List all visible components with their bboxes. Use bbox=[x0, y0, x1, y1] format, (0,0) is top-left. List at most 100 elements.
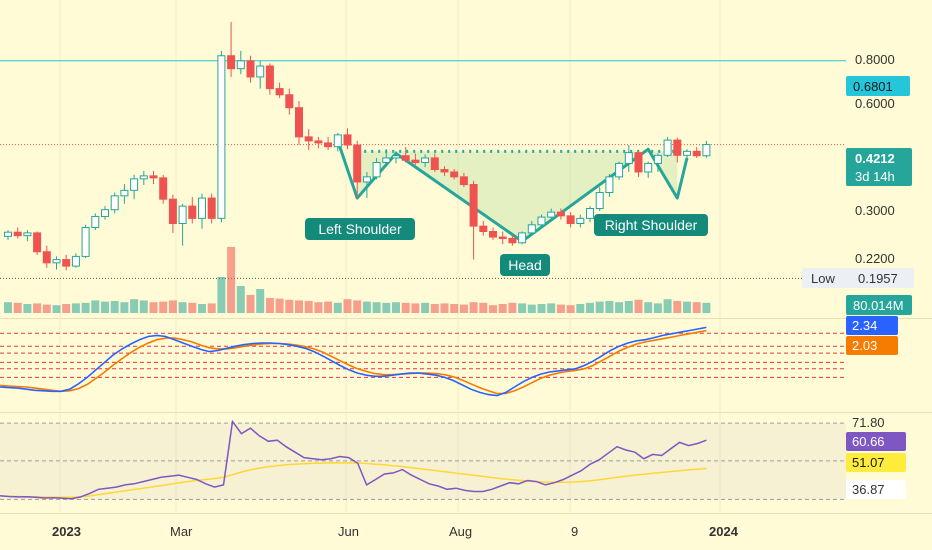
candle-body bbox=[91, 215, 100, 228]
candle-body bbox=[246, 60, 255, 78]
volume-bar bbox=[547, 303, 556, 313]
candle-body bbox=[304, 136, 313, 142]
svg-text:71.80: 71.80 bbox=[852, 415, 885, 430]
rsi-ma-badge: 51.07 bbox=[846, 453, 906, 472]
candle-body bbox=[314, 140, 323, 144]
volume-bar bbox=[459, 304, 468, 313]
candle-body bbox=[556, 211, 565, 217]
candle-body bbox=[518, 232, 527, 244]
candle-body bbox=[615, 162, 624, 178]
candle-body bbox=[353, 144, 362, 183]
candle-body bbox=[168, 198, 177, 225]
candle-body bbox=[644, 162, 653, 173]
candle-body bbox=[595, 192, 604, 210]
low-badge: Low 0.1957 bbox=[802, 268, 914, 288]
volume-bar bbox=[702, 302, 711, 313]
svg-text:80.014M: 80.014M bbox=[853, 298, 904, 313]
rsi-value-badge: 60.66 bbox=[846, 432, 906, 451]
volume-bar bbox=[110, 301, 119, 313]
volume-bar bbox=[227, 247, 236, 313]
volume-bar bbox=[246, 295, 255, 313]
macd-line bbox=[0, 326, 707, 397]
y-tick-label: 0.3000 bbox=[855, 203, 895, 218]
volume-bar bbox=[392, 302, 400, 313]
volume-bar bbox=[42, 304, 51, 313]
candle-body bbox=[236, 60, 245, 70]
volume-bar bbox=[333, 302, 342, 313]
volume-bar bbox=[159, 301, 168, 313]
volume-bar bbox=[556, 304, 565, 313]
volume-bar bbox=[508, 302, 517, 313]
last-price-badge: 0.4212 3d 14h bbox=[846, 148, 912, 186]
volume-bar bbox=[324, 301, 333, 313]
candle-body bbox=[178, 205, 187, 225]
volume-bar bbox=[71, 303, 80, 313]
volume-bar bbox=[401, 302, 410, 313]
volume-bar bbox=[295, 300, 303, 313]
volume-bar bbox=[130, 299, 139, 313]
candle-body bbox=[489, 231, 497, 238]
volume-bar bbox=[81, 302, 90, 313]
candle-body bbox=[4, 231, 12, 237]
left-shoulder-label-box bbox=[305, 218, 415, 240]
candle-body bbox=[227, 55, 236, 70]
volume-bar bbox=[653, 303, 662, 313]
candle-body bbox=[110, 195, 119, 211]
candle-body bbox=[295, 107, 303, 138]
volume-bar bbox=[430, 304, 439, 313]
candle-body bbox=[382, 157, 391, 163]
x-tick-label: Jun bbox=[338, 524, 359, 539]
candle-body bbox=[62, 259, 71, 267]
volume-bar bbox=[314, 302, 323, 313]
svg-text:0.4212: 0.4212 bbox=[855, 151, 895, 166]
volume-bar bbox=[411, 303, 420, 313]
time-axis[interactable]: 2023 Mar Jun Aug 9 2024 bbox=[52, 524, 739, 539]
x-tick-label: 2024 bbox=[709, 524, 739, 539]
volume-bar bbox=[275, 298, 284, 313]
volume-bars bbox=[4, 247, 711, 313]
candle-body bbox=[42, 251, 51, 264]
candle-body bbox=[469, 184, 478, 227]
candle-body bbox=[702, 144, 711, 157]
rsi-line bbox=[0, 419, 707, 500]
candle-body bbox=[324, 142, 333, 148]
rsi-ma-line bbox=[0, 462, 707, 499]
candle-body bbox=[692, 150, 701, 157]
macd-signal-badge: 2.03 bbox=[846, 336, 898, 355]
volume-bar bbox=[149, 302, 158, 313]
candle-body bbox=[188, 205, 197, 219]
volume-bar bbox=[168, 300, 177, 313]
volume-bar bbox=[518, 303, 527, 313]
candle-body bbox=[265, 65, 274, 90]
candle-body bbox=[13, 231, 22, 237]
candle-body bbox=[130, 178, 139, 191]
price-axis[interactable]: 0.8000 0.6000 0.3000 0.2200 bbox=[855, 52, 895, 266]
volume-bar bbox=[62, 304, 71, 313]
right-shoulder-label-box bbox=[594, 214, 708, 236]
candle-body bbox=[217, 55, 226, 219]
x-tick-label: Aug bbox=[449, 524, 472, 539]
volume-bar bbox=[469, 302, 478, 313]
x-tick-label: 9 bbox=[571, 524, 578, 539]
svg-text:2.34: 2.34 bbox=[852, 318, 877, 333]
grid-lines bbox=[59, 0, 721, 512]
candle-body bbox=[256, 65, 265, 78]
volume-bar bbox=[382, 302, 391, 313]
volume-bar bbox=[595, 301, 604, 313]
svg-text:0.6801: 0.6801 bbox=[853, 79, 893, 94]
candle-body bbox=[508, 237, 517, 244]
volume-bar bbox=[498, 304, 507, 313]
volume-bar bbox=[644, 302, 653, 313]
volume-bar bbox=[139, 300, 148, 313]
candle-body bbox=[362, 176, 371, 183]
candle-body bbox=[139, 175, 148, 180]
volume-bar bbox=[304, 301, 313, 313]
volume-bar bbox=[207, 303, 216, 313]
candle-body bbox=[333, 134, 342, 148]
volume-bar bbox=[489, 305, 497, 313]
candle-body bbox=[586, 208, 594, 219]
macd-signal-line bbox=[0, 329, 707, 395]
volume-bar bbox=[343, 299, 352, 313]
volume-bar bbox=[372, 302, 381, 313]
